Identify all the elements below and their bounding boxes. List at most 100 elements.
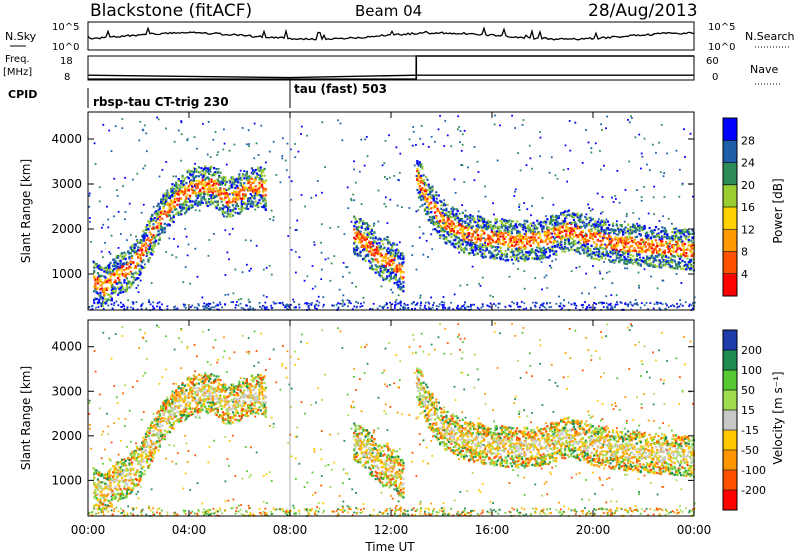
power-cell <box>685 268 687 270</box>
power-cell <box>118 275 120 277</box>
power-cell <box>377 261 379 263</box>
power-cell <box>232 200 234 202</box>
power-cell <box>217 202 219 204</box>
power-speckle <box>321 269 323 271</box>
power-cell <box>522 241 524 243</box>
power-speckle <box>571 270 573 272</box>
power-speckle <box>181 121 183 123</box>
power-cell <box>376 242 378 244</box>
power-speckle <box>232 194 234 196</box>
power-speckle <box>683 128 685 130</box>
power-cell <box>587 247 589 249</box>
power-speckle <box>186 139 188 141</box>
power-cell <box>560 241 562 243</box>
power-cell <box>453 230 455 232</box>
power-speckle <box>291 249 293 251</box>
power-cell <box>401 265 403 267</box>
power-cell <box>661 226 663 228</box>
power-cell <box>188 205 190 207</box>
power-ground <box>359 306 361 308</box>
power-speckle <box>519 209 521 211</box>
power-cell <box>388 264 390 266</box>
power-cell <box>390 277 392 279</box>
power-speckle <box>388 134 390 136</box>
power-speckle <box>314 286 316 288</box>
power-cell <box>588 240 590 242</box>
power-speckle <box>421 125 423 127</box>
power-ground <box>100 305 102 307</box>
power-cell <box>578 235 580 237</box>
power-cell <box>587 217 589 219</box>
power-speckle <box>113 178 115 180</box>
power-cell <box>109 262 111 264</box>
power-speckle <box>244 195 246 197</box>
power-ground <box>586 307 588 309</box>
power-cell <box>248 200 250 202</box>
power-cell <box>170 200 172 202</box>
power-cell <box>228 188 230 190</box>
power-ground <box>432 307 434 309</box>
power-cell <box>213 188 215 190</box>
power-cell <box>195 195 197 197</box>
power-cell <box>453 223 455 225</box>
power-cell <box>162 207 164 209</box>
power-speckle <box>521 250 523 252</box>
power-ground <box>159 301 161 303</box>
power-cell <box>690 240 692 242</box>
power-cell <box>102 305 104 307</box>
power-cell <box>149 225 151 227</box>
power-ground <box>97 301 99 303</box>
power-cell <box>467 229 469 231</box>
power-speckle <box>462 133 464 135</box>
power-cell <box>662 244 664 246</box>
power-cell <box>226 181 228 183</box>
power-cell <box>474 237 476 239</box>
power-cell <box>170 207 172 209</box>
power-cell <box>579 242 581 244</box>
power-speckle <box>272 219 274 221</box>
power-cell <box>367 236 369 238</box>
power-cell <box>117 263 119 265</box>
power-ground <box>680 303 682 305</box>
power-cell <box>457 210 459 212</box>
power-cell <box>599 246 601 248</box>
power-cell <box>596 251 598 253</box>
power-speckle <box>499 257 501 259</box>
power-cell <box>680 256 682 258</box>
power-ground <box>113 302 115 304</box>
power-speckle <box>310 197 312 199</box>
power-speckle <box>443 199 445 201</box>
power-cell <box>246 172 248 174</box>
power-speckle <box>432 229 434 231</box>
power-cell <box>685 235 687 237</box>
power-cell <box>218 176 220 178</box>
power-cell <box>477 234 479 236</box>
power-cell <box>503 238 505 240</box>
power-speckle <box>474 146 476 148</box>
power-cell <box>675 250 677 252</box>
power-speckle <box>139 121 141 123</box>
power-speckle <box>154 227 156 229</box>
power-speckle <box>313 241 315 243</box>
power-ground <box>517 306 519 308</box>
power-speckle <box>88 195 90 197</box>
power-ground <box>584 301 586 303</box>
power-speckle <box>153 206 155 208</box>
power-cell <box>564 210 566 212</box>
power-speckle <box>616 294 618 296</box>
power-cell <box>598 259 600 261</box>
power-speckle <box>649 169 651 171</box>
power-cell <box>555 234 557 236</box>
power-cell <box>174 201 176 203</box>
power-cell <box>607 220 609 222</box>
power-speckle <box>621 224 623 226</box>
power-cell <box>97 272 99 274</box>
power-cell <box>428 212 430 214</box>
power-speckle <box>552 204 554 206</box>
power-speckle <box>351 199 353 201</box>
power-ground <box>190 306 192 308</box>
power-speckle <box>454 294 456 296</box>
power-ground <box>689 304 691 306</box>
power-speckle <box>138 291 140 293</box>
power-cell <box>164 223 166 225</box>
